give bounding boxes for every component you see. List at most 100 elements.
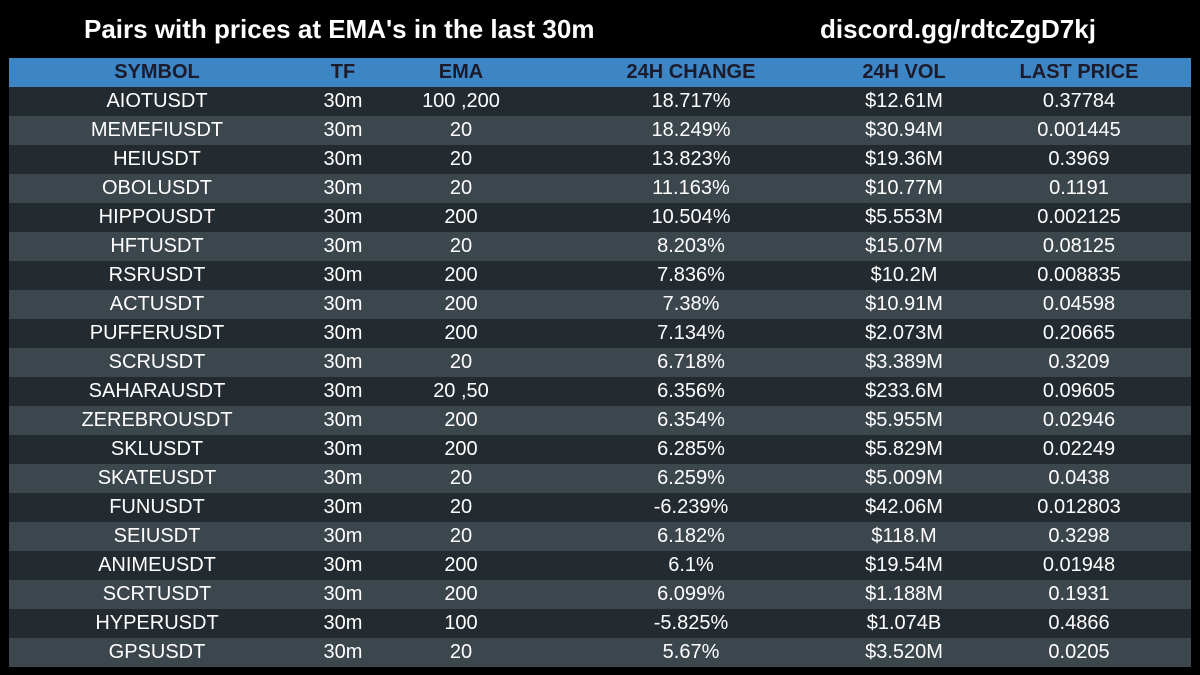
column-header-symbol: SYMBOL: [114, 61, 200, 83]
cell-symbol: MEMEFIUSDT: [90, 119, 224, 141]
cell-24h-change: 7.836%: [657, 264, 725, 286]
column-header-tf: TF: [330, 61, 356, 83]
cell-24h-vol: $30.94M: [865, 119, 943, 141]
cell-ema: 200: [444, 554, 478, 576]
cell-last-price: 0.001445: [1037, 119, 1121, 141]
cell-tf: 30m: [323, 467, 363, 489]
table-row: MEMEFIUSDT 30m 20 18.249% $30.94M 0.001445: [9, 116, 1191, 145]
cell-tf: 30m: [323, 612, 363, 634]
cell-24h-vol: $1.188M: [865, 583, 943, 605]
cell-tf: 30m: [323, 583, 363, 605]
cell-24h-change: 6.718%: [657, 351, 725, 373]
cell-last-price: 0.09605: [1042, 380, 1116, 402]
cell-tf: 30m: [323, 496, 363, 518]
cell-ema: 20 ,50: [433, 380, 489, 402]
table-row: AIOTUSDT 30m 100 ,200 18.717% $12.61M 0.37784: [9, 87, 1191, 116]
cell-tf: 30m: [323, 119, 363, 141]
cell-ema: 20: [449, 351, 473, 373]
cell-ema: 20: [449, 119, 473, 141]
cell-24h-change: 5.67%: [662, 641, 720, 663]
table-header-row: SYMBOL TF EMA 24H CHANGE 24H VOL LAST PR…: [9, 58, 1191, 87]
cell-tf: 30m: [323, 206, 363, 228]
cell-symbol: PUFFERUSDT: [89, 322, 225, 344]
cell-last-price: 0.3969: [1048, 148, 1110, 170]
cell-24h-change: 18.717%: [651, 90, 731, 112]
cell-ema: 200: [444, 409, 478, 431]
cell-24h-change: 13.823%: [651, 148, 731, 170]
cell-24h-vol: $5.553M: [865, 206, 943, 228]
table-row: HFTUSDT 30m 20 8.203% $15.07M 0.08125: [9, 232, 1191, 261]
cell-24h-vol: $5.829M: [865, 438, 943, 460]
cell-tf: 30m: [323, 177, 363, 199]
cell-last-price: 0.008835: [1037, 264, 1121, 286]
cell-last-price: 0.012803: [1037, 496, 1121, 518]
table-row: SEIUSDT 30m 20 6.182% $118.M 0.3298: [9, 522, 1191, 551]
cell-symbol: AIOTUSDT: [106, 90, 208, 112]
table-row: SCRTUSDT 30m 200 6.099% $1.188M 0.1931: [9, 580, 1191, 609]
cell-24h-change: 6.285%: [657, 438, 725, 460]
cell-24h-vol: $5.955M: [865, 409, 943, 431]
cell-tf: 30m: [323, 554, 363, 576]
cell-ema: 20: [449, 235, 473, 257]
cell-ema: 20: [449, 496, 473, 518]
table-row: RSRUSDT 30m 200 7.836% $10.2M 0.008835: [9, 261, 1191, 290]
column-header-24h-change: 24H CHANGE: [626, 61, 756, 83]
cell-ema: 200: [444, 264, 478, 286]
cell-symbol: HEIUSDT: [113, 148, 201, 170]
cell-24h-vol: $233.6M: [865, 380, 943, 402]
cell-last-price: 0.04598: [1042, 293, 1116, 315]
cell-tf: 30m: [323, 438, 363, 460]
cell-last-price: 0.1191: [1049, 177, 1109, 199]
cell-24h-vol: $15.07M: [865, 235, 943, 257]
cell-tf: 30m: [323, 641, 363, 663]
cell-tf: 30m: [323, 351, 363, 373]
cell-24h-vol: $19.36M: [865, 148, 943, 170]
cell-symbol: SAHARAUSDT: [88, 380, 226, 402]
column-header-ema: EMA: [438, 61, 484, 83]
cell-24h-change: 11.163%: [652, 177, 730, 199]
column-header-24h-vol: 24H VOL: [862, 61, 946, 83]
cell-ema: 200: [444, 293, 478, 315]
cell-24h-vol: $19.54M: [865, 554, 943, 576]
cell-symbol: SCRUSDT: [108, 351, 206, 373]
discord-invite-link[interactable]: discord.gg/rdtcZgD7kj: [820, 14, 1096, 44]
cell-24h-vol: $3.389M: [865, 351, 943, 373]
cell-symbol: SKLUSDT: [110, 438, 204, 460]
cell-ema: 200: [444, 583, 478, 605]
table-row: HIPPOUSDT 30m 200 10.504% $5.553M 0.002125: [9, 203, 1191, 232]
cell-tf: 30m: [323, 409, 363, 431]
cell-24h-vol: $5.009M: [865, 467, 943, 489]
cell-symbol: HFTUSDT: [110, 235, 204, 257]
cell-24h-change: -5.825%: [653, 612, 729, 634]
cell-symbol: SCRTUSDT: [102, 583, 212, 605]
cell-24h-change: 6.182%: [657, 525, 725, 547]
cell-symbol: ZEREBROUSDT: [81, 409, 233, 431]
cell-symbol: OBOLUSDT: [101, 177, 213, 199]
cell-ema: 200: [444, 322, 478, 344]
cell-24h-vol: $3.520M: [865, 641, 943, 663]
title-bar: Pairs with prices at EMA's in the last 3…: [0, 0, 1200, 58]
cell-last-price: 0.01948: [1042, 554, 1116, 576]
cell-last-price: 0.3209: [1048, 351, 1110, 373]
cell-tf: 30m: [323, 380, 363, 402]
cell-24h-vol: $12.61M: [865, 90, 943, 112]
cell-24h-vol: $1.074B: [866, 612, 942, 634]
cell-24h-change: -6.239%: [653, 496, 729, 518]
cell-24h-change: 7.38%: [662, 293, 720, 315]
cell-tf: 30m: [323, 264, 363, 286]
cell-ema: 20: [449, 467, 473, 489]
cell-last-price: 0.4866: [1048, 612, 1110, 634]
table-row: ZEREBROUSDT 30m 200 6.354% $5.955M 0.02946: [9, 406, 1191, 435]
cell-24h-change: 18.249%: [651, 119, 731, 141]
table-row: ACTUSDT 30m 200 7.38% $10.91M 0.04598: [9, 290, 1191, 319]
table-row: HEIUSDT 30m 20 13.823% $19.36M 0.3969: [9, 145, 1191, 174]
table-row: OBOLUSDT 30m 20 11.163% $10.77M 0.1191: [9, 174, 1191, 203]
cell-tf: 30m: [323, 293, 363, 315]
cell-24h-change: 6.354%: [657, 409, 725, 431]
cell-24h-vol: $10.77M: [865, 177, 943, 199]
cell-last-price: 0.002125: [1037, 206, 1121, 228]
cell-symbol: RSRUSDT: [108, 264, 206, 286]
cell-24h-vol: $2.073M: [865, 322, 943, 344]
cell-24h-vol: $118.M: [871, 525, 937, 547]
cell-24h-change: 6.356%: [657, 380, 725, 402]
